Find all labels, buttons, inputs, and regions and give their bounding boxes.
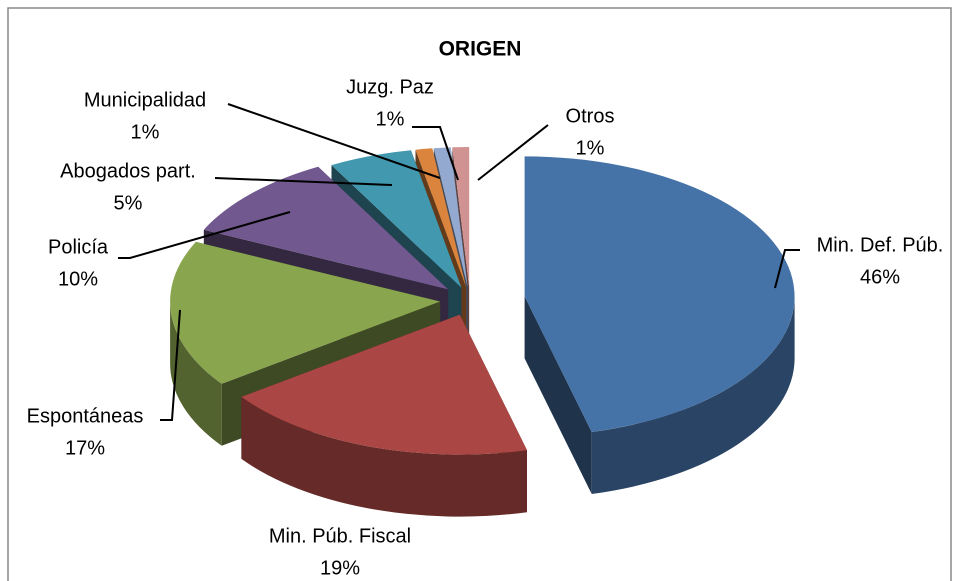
slice-label: Juzg. Paz bbox=[346, 76, 434, 98]
slice bbox=[241, 314, 527, 455]
slice bbox=[415, 148, 467, 288]
slice bbox=[203, 166, 449, 290]
leader-line bbox=[477, 124, 549, 181]
slice-label: Min. Def. Púb. bbox=[817, 234, 944, 256]
pie bbox=[170, 147, 795, 517]
slice-side bbox=[241, 396, 527, 517]
slice-value-label: 10% bbox=[58, 268, 98, 290]
slice-value-label: 19% bbox=[320, 557, 360, 579]
slice-value-label: 46% bbox=[860, 266, 900, 288]
slice-label: Abogados part. bbox=[60, 160, 196, 182]
leader-line bbox=[160, 309, 181, 421]
slice bbox=[433, 147, 468, 288]
chart-title: ORIGEN bbox=[439, 38, 522, 61]
slice bbox=[170, 241, 441, 384]
leader-line bbox=[118, 211, 291, 259]
slice-label: Min. Púb. Fiscal bbox=[269, 525, 411, 547]
slice-side bbox=[591, 296, 795, 494]
slice bbox=[452, 147, 470, 287]
slice-value-label: 1% bbox=[131, 121, 160, 143]
slice-value-label: 5% bbox=[114, 192, 143, 214]
slice-value-label: 1% bbox=[576, 137, 605, 159]
leader-line bbox=[214, 177, 393, 186]
slice bbox=[524, 156, 795, 432]
slice-label: Otros bbox=[566, 105, 615, 127]
slice-wall bbox=[524, 296, 592, 494]
slice-side bbox=[170, 301, 222, 446]
leader-line bbox=[227, 103, 441, 179]
labels: Min. Def. Púb. 46% Min. Púb. Fiscal 19% Espo… bbox=[27, 76, 944, 579]
slice-label: Municipalidad bbox=[84, 89, 206, 111]
leader-line bbox=[412, 126, 459, 181]
slice-label: Policía bbox=[48, 236, 109, 258]
slice-value-label: 1% bbox=[376, 108, 405, 130]
slice-label: Espontáneas bbox=[27, 405, 144, 427]
slice-value-label: 17% bbox=[65, 437, 105, 459]
leader-line bbox=[774, 249, 800, 289]
